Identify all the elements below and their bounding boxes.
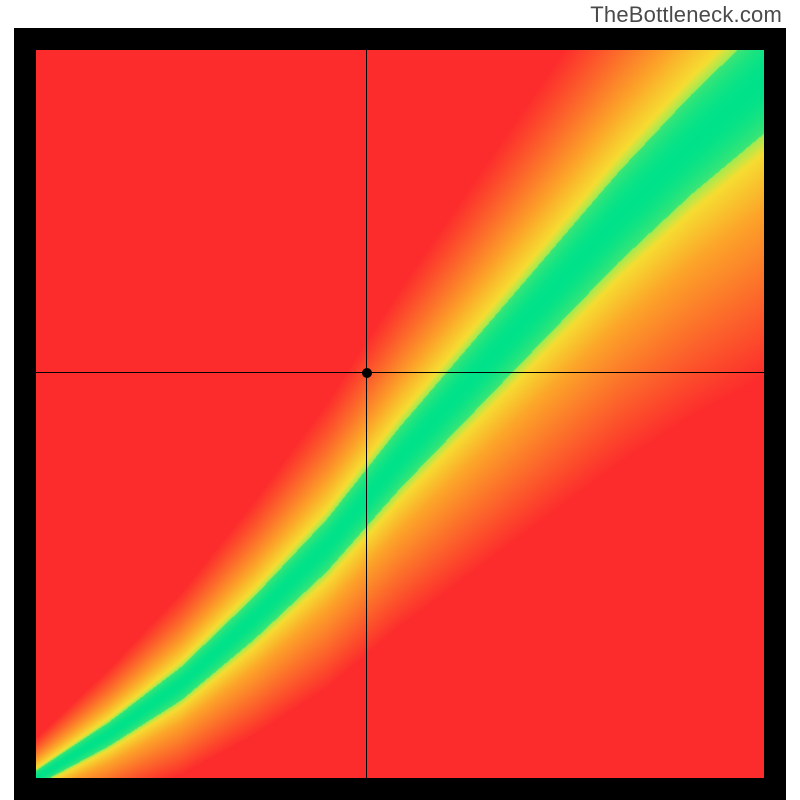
heatmap-canvas (36, 50, 764, 778)
watermark-text: TheBottleneck.com (590, 2, 782, 28)
chart-frame (14, 28, 786, 800)
crosshair-horizontal (36, 372, 764, 373)
crosshair-point (362, 368, 372, 378)
crosshair-vertical (366, 50, 367, 778)
